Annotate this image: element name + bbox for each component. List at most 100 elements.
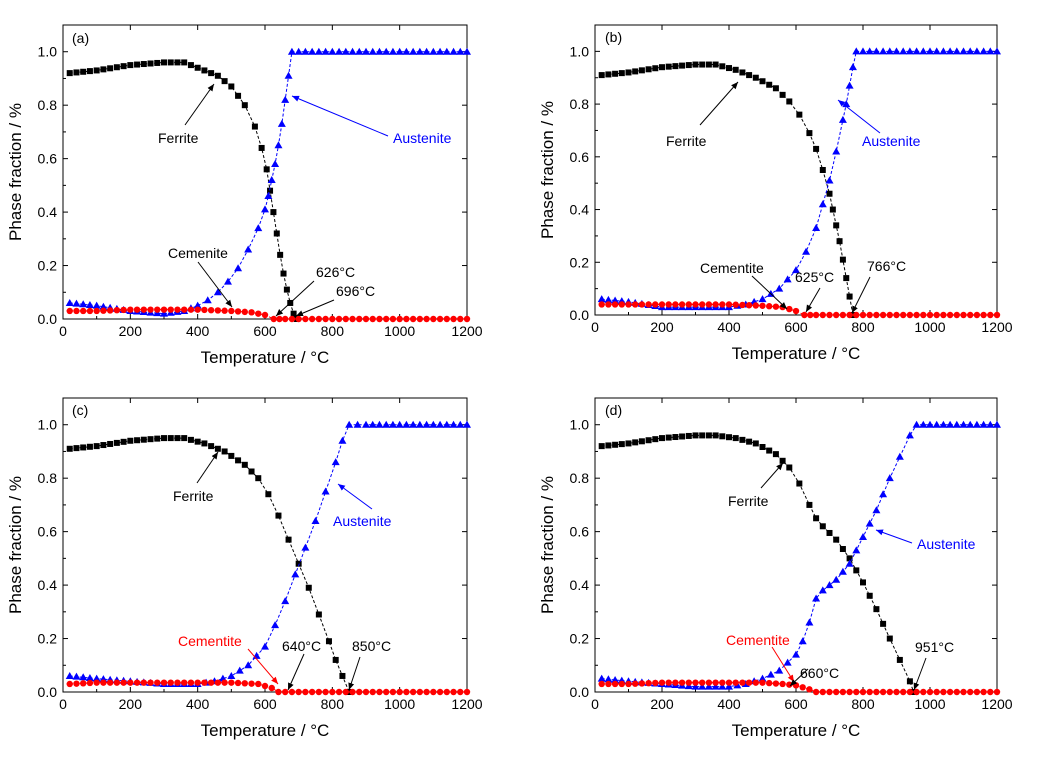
data-point	[899, 47, 908, 55]
x-axis-label: Temperature / °C	[201, 721, 330, 740]
data-point	[866, 688, 873, 696]
data-point	[859, 47, 867, 55]
data-point	[711, 682, 720, 690]
data-point	[389, 688, 397, 696]
data-point	[746, 72, 753, 79]
data-point	[980, 311, 987, 319]
data-point	[335, 47, 344, 55]
data-point	[267, 176, 276, 184]
data-point	[181, 679, 188, 686]
data-point	[833, 222, 840, 229]
data-point	[652, 436, 659, 443]
data-point	[415, 47, 424, 55]
data-point	[221, 78, 228, 85]
data-point	[92, 301, 101, 309]
data-point	[980, 688, 987, 696]
data-point	[718, 682, 727, 690]
data-point	[267, 187, 274, 194]
data-point	[395, 47, 404, 55]
data-point	[959, 47, 968, 55]
data-point	[147, 306, 154, 313]
data-point	[181, 306, 188, 313]
data-point	[181, 435, 188, 442]
data-point	[369, 315, 376, 323]
data-point	[368, 420, 377, 428]
data-point	[241, 680, 248, 687]
data-point	[450, 315, 457, 323]
data-point	[65, 671, 74, 679]
data-point	[241, 102, 248, 109]
annotation-arrow	[184, 83, 215, 126]
data-point	[244, 661, 253, 669]
data-point	[967, 688, 974, 696]
data-point	[338, 436, 347, 444]
data-point	[147, 60, 154, 67]
data-point	[893, 311, 900, 319]
data-point	[93, 307, 100, 315]
data-point	[328, 47, 337, 55]
data-point	[456, 47, 465, 55]
data-point	[443, 688, 450, 696]
data-point	[248, 680, 255, 687]
data-point	[140, 679, 147, 686]
data-point	[832, 575, 841, 583]
data-point	[625, 301, 632, 308]
data-point	[913, 688, 920, 696]
data-point	[825, 176, 834, 184]
data-point	[798, 637, 807, 645]
data-point	[208, 443, 215, 450]
data-point	[127, 437, 134, 444]
data-point	[208, 70, 215, 77]
data-point	[973, 311, 981, 319]
annotation-arrow	[913, 657, 927, 691]
data-point	[873, 688, 880, 696]
data-point	[846, 688, 853, 696]
data-point	[287, 47, 296, 55]
data-point	[843, 275, 850, 282]
data-point	[879, 47, 888, 55]
data-point	[758, 295, 767, 303]
data-point	[752, 440, 759, 447]
data-point	[799, 684, 806, 691]
data-point	[436, 688, 444, 696]
x-tick-label: 200	[650, 696, 674, 712]
data-point	[739, 679, 746, 686]
data-point	[953, 311, 960, 319]
data-point	[645, 66, 652, 73]
data-point	[160, 309, 168, 317]
annotation-arrow	[751, 275, 788, 310]
data-point	[100, 442, 107, 449]
data-point	[786, 98, 793, 105]
data-point	[325, 638, 332, 645]
data-point	[766, 81, 773, 88]
x-tick-label: 400	[186, 323, 210, 339]
data-point	[672, 434, 679, 441]
data-point	[665, 679, 672, 686]
data-point	[805, 618, 814, 626]
y-tick-label: 0.2	[38, 631, 58, 647]
data-point	[389, 315, 397, 323]
data-point	[872, 47, 881, 55]
data-point	[632, 439, 639, 446]
annotation-label: Ferrite	[666, 133, 707, 149]
data-point	[160, 679, 168, 686]
data-point	[295, 688, 302, 696]
data-point	[261, 642, 269, 650]
data-point	[127, 306, 134, 313]
data-point	[463, 47, 471, 55]
data-point	[308, 315, 316, 323]
data-point	[900, 688, 907, 696]
data-point	[597, 295, 606, 303]
data-point	[79, 300, 88, 308]
x-tick-label: 600	[784, 319, 808, 335]
data-point	[745, 302, 753, 309]
data-point	[719, 301, 726, 308]
data-point	[174, 59, 181, 66]
data-point	[712, 432, 719, 439]
data-point	[154, 306, 161, 313]
annotation-label: Austenite	[333, 513, 392, 529]
data-point	[422, 420, 431, 428]
data-point	[93, 443, 100, 450]
series-ferrite	[66, 435, 353, 695]
data-point	[187, 306, 195, 313]
